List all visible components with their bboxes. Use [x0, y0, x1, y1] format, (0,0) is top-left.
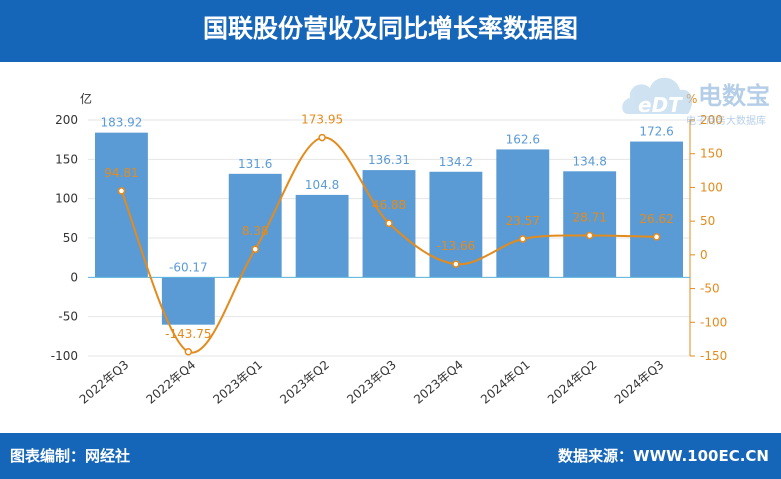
watermark-sub-text: 电子商务大数据库: [686, 114, 766, 127]
y-right-tick-label: 100: [700, 180, 723, 194]
x-tick-label: 2024年Q3: [612, 358, 667, 407]
growth-value-label: 46.88: [372, 198, 406, 212]
watermark-logo: eDT 电数宝 电子商务大数据库: [622, 77, 770, 127]
revenue-bar: [95, 132, 148, 278]
y-right-tick-label: -50: [700, 282, 720, 296]
x-tick-label: 2024年Q1: [478, 358, 533, 407]
growth-value-label: 23.57: [506, 214, 540, 228]
x-tick-label: 2022年Q4: [144, 358, 199, 407]
revenue-bar: [496, 149, 550, 278]
growth-value-label: 8.38: [242, 224, 269, 238]
revenue-value-label: 183.92: [100, 116, 142, 130]
x-tick-label: 2023年Q1: [210, 358, 265, 407]
revenue-value-label: 131.6: [238, 157, 272, 171]
y-left-tick-label: -100: [51, 349, 78, 363]
growth-value-label: -13.66: [437, 239, 476, 253]
y-right-tick-label: -100: [700, 315, 727, 329]
watermark-logo-text: eDT: [638, 93, 683, 117]
revenue-value-label: 104.8: [305, 178, 339, 192]
y-right-tick-label: 0: [700, 248, 708, 262]
revenue-growth-chart: 200 150 100 50 0 -50 -100 200 150 100 50 0 -50 -100 -1…: [51, 91, 727, 407]
revenue-value-label: 172.6: [639, 125, 673, 139]
growth-point: [117, 187, 126, 195]
y-right-tick-label: 150: [700, 147, 723, 161]
footer-credit: 图表编制：网经社: [10, 447, 131, 465]
revenue-value-label: 134.8: [572, 154, 606, 168]
growth-point: [385, 219, 393, 227]
footer-banner: 图表编制：网经社 数据来源：WWW.100EC.CN: [0, 433, 781, 479]
revenue-value-label: 162.6: [506, 132, 540, 146]
revenue-bar: [161, 277, 215, 325]
x-tick-label: 2023年Q4: [411, 358, 466, 407]
growth-value-label: 28.71: [572, 210, 606, 224]
growth-point: [585, 231, 594, 240]
revenue-value-label: 134.2: [439, 155, 473, 169]
y-left-tick-label: 0: [70, 270, 78, 284]
header-banner: 国联股份营收及同比增长率数据图: [0, 0, 781, 62]
x-tick-label: 2022年Q3: [77, 358, 132, 407]
cloud-icon: [622, 77, 693, 114]
y-left-tick-label: 200: [55, 113, 78, 127]
growth-point: [251, 245, 259, 253]
footer-source: 数据来源：WWW.100EC.CN: [558, 447, 769, 465]
x-tick-label: 2023年Q2: [277, 358, 332, 407]
growth-value-label: -143.75: [165, 327, 211, 341]
revenue-bar: [563, 171, 617, 278]
y-left-tick-label: -50: [58, 310, 78, 324]
y-right-tick-label: 200: [700, 113, 723, 127]
x-tick-label: 2023年Q3: [344, 358, 399, 407]
growth-point: [184, 348, 193, 356]
growth-value-label: 173.95: [301, 113, 343, 127]
revenue-bar: [228, 173, 282, 278]
revenue-bar: [295, 194, 349, 278]
y-right-tick-label: -150: [700, 349, 727, 363]
growth-point: [452, 260, 460, 268]
watermark-cn-text: 电数宝: [698, 82, 770, 110]
revenue-value-label: -60.17: [169, 260, 208, 274]
y-right-tick-label: 50: [700, 214, 715, 228]
x-tick-label: 2024年Q2: [545, 358, 600, 407]
y-left-tick-label: 150: [55, 152, 78, 166]
revenue-bar: [630, 141, 683, 278]
y-left-tick-label: 100: [55, 192, 78, 206]
growth-value-label: 26.62: [639, 212, 673, 226]
growth-value-label: 94.81: [104, 166, 138, 180]
growth-point: [519, 235, 527, 243]
growth-point: [318, 133, 326, 142]
y-left-tick-label: 50: [63, 231, 78, 245]
revenue-value-label: 136.31: [368, 153, 410, 167]
y-left-axis-label: 亿: [80, 91, 92, 106]
growth-point: [652, 233, 661, 241]
page-title: 国联股份营收及同比增长率数据图: [202, 14, 578, 43]
